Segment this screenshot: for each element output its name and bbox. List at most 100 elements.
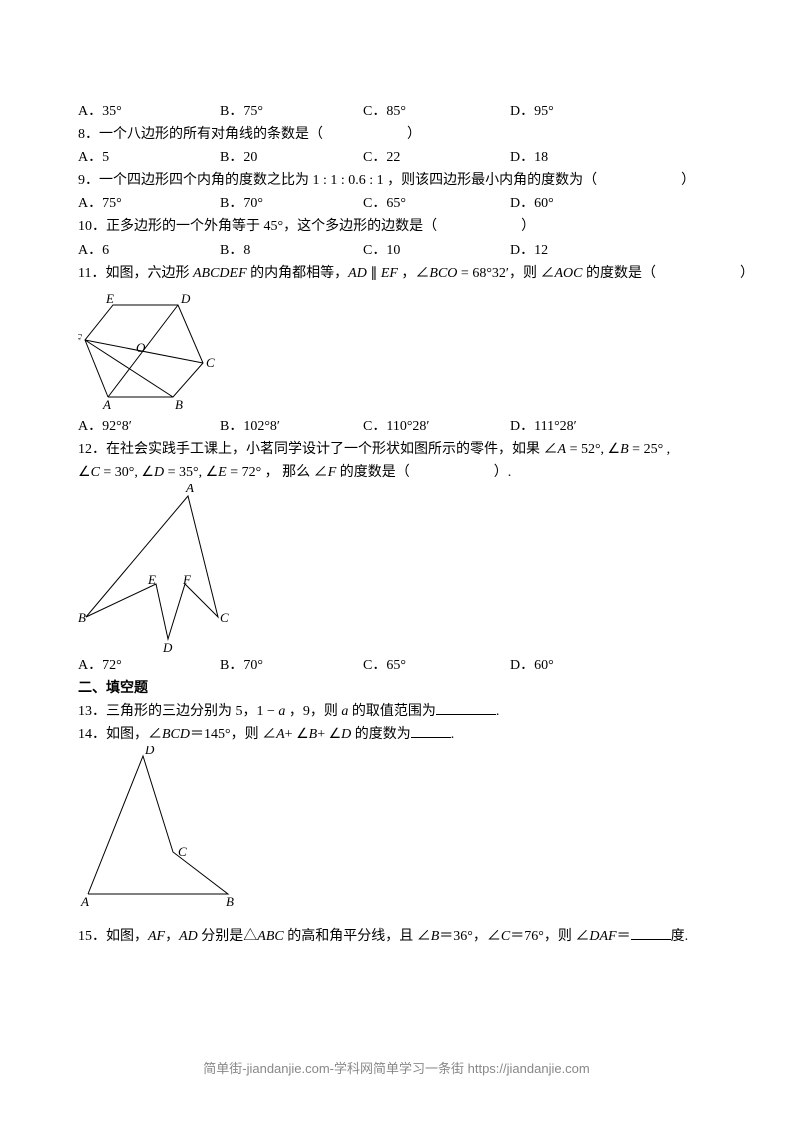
svg-text:A: A	[80, 894, 89, 909]
q12-eqa: = 52°, ∠	[566, 442, 620, 457]
q12-opt-b: B．70°	[220, 654, 363, 677]
svg-text:A: A	[185, 484, 194, 495]
q14-figure: A B C D	[78, 746, 243, 911]
q11-eq1: = 68°32′，则 ∠	[457, 266, 554, 281]
q10-options: A．6 B．8 C．10 D．12	[78, 239, 715, 262]
q12-opt-c: C．65°	[363, 654, 510, 677]
q11-pre: 11．如图，六边形	[78, 266, 193, 281]
q12-eqd: = 35°, ∠	[164, 465, 218, 480]
q12-eqe: = 72° ， 那么 ∠	[227, 465, 328, 480]
q12-D: D	[154, 465, 164, 480]
svg-text:F: F	[182, 572, 192, 587]
q10-opt-d: D．12	[510, 239, 660, 262]
q14-B: B	[309, 727, 318, 742]
q11-ad: AD	[348, 266, 367, 281]
q12-eqb: = 25° ,	[629, 442, 671, 457]
q11-opt-c: C．110°28′	[363, 415, 510, 438]
svg-text:C: C	[178, 844, 187, 859]
q10-stem: 10．正多边形的一个外角等于 45°，这个多边形的边数是（ ）	[78, 215, 715, 238]
q11-mid1: 的内角都相等，	[247, 266, 349, 281]
svg-text:D: D	[144, 746, 155, 757]
q11-par: ∥	[367, 266, 381, 281]
q11-stem: 11．如图，六边形 ABCDEF 的内角都相等，AD ∥ EF ，∠BCO = …	[78, 262, 715, 285]
q15-af: AF	[148, 929, 165, 944]
q12-F: F	[328, 465, 337, 480]
q11-abcdef: ABCDEF	[193, 266, 247, 281]
q9-stem: 9．一个四边形四个内角的度数之比为 1 : 1 : 0.6 : 1 ，则该四边形…	[78, 169, 715, 192]
q15-blank[interactable]	[631, 925, 671, 940]
q15-daf: DAF	[589, 929, 616, 944]
q15-post: 度.	[671, 929, 689, 944]
svg-text:B: B	[226, 894, 234, 909]
q13-mid: ，9，则	[285, 704, 341, 719]
q9-options: A．75° B．70° C．65° D．60°	[78, 192, 715, 215]
q7-opt-c: C．85°	[363, 100, 510, 123]
q12-E: E	[218, 465, 227, 480]
section2-title: 二、填空题	[78, 677, 715, 700]
q12-eqc: = 30°, ∠	[100, 465, 154, 480]
q14-blank[interactable]	[411, 723, 451, 738]
q15-mid1: 分别是△	[198, 929, 258, 944]
q15-abc: ABC	[257, 929, 283, 944]
q11-options: A．92°8′ B．102°8′ C．110°28′ D．111°28′	[78, 415, 715, 438]
q14-D: D	[341, 727, 351, 742]
q12-B: B	[620, 442, 629, 457]
svg-text:C: C	[206, 355, 215, 370]
q12-opt-a: A．72°	[78, 654, 220, 677]
q15-stem: 15．如图，AF，AD 分别是△ABC 的高和角平分线，且 ∠B＝36°，∠C＝…	[78, 925, 715, 948]
q13-blank[interactable]	[436, 700, 496, 715]
q11-ef: EF	[381, 266, 398, 281]
q9-opt-c: C．65°	[363, 192, 510, 215]
q13-stem: 13．三角形的三边分别为 5，1 − a ，9，则 a 的取值范围为.	[78, 700, 715, 723]
spacer	[78, 911, 715, 925]
q14-post: 的度数为	[351, 727, 411, 742]
svg-text:E: E	[147, 572, 156, 587]
svg-text:B: B	[78, 610, 86, 625]
q9-opt-b: B．70°	[220, 192, 363, 215]
q11-mid3: 的度数是（ ）	[582, 266, 754, 281]
q9-opt-d: D．60°	[510, 192, 660, 215]
q14-mid: ＝145°，则 ∠	[190, 727, 276, 742]
q14-A: A	[276, 727, 285, 742]
q12-figure: BACEDF	[78, 484, 243, 654]
svg-text:A: A	[102, 397, 111, 412]
q10-opt-b: B．8	[220, 239, 363, 262]
q12-l2pre: ∠	[78, 465, 91, 480]
q15-C: C	[501, 929, 510, 944]
q11-bco: BCO	[429, 266, 457, 281]
q10-opt-a: A．6	[78, 239, 220, 262]
q7-options: A．35° B．75° C．85° D．95°	[78, 100, 715, 123]
q15-mid2: 的高和角平分线，且 ∠	[284, 929, 431, 944]
q12-mid: 的度数是（ ）.	[336, 465, 511, 480]
q11-opt-a: A．92°8′	[78, 415, 220, 438]
q12-opt-d: D．60°	[510, 654, 660, 677]
q10-opt-c: C．10	[363, 239, 510, 262]
q8-opt-c: C．22	[363, 146, 510, 169]
q11-opt-d: D．111°28′	[510, 415, 660, 438]
page: A．35° B．75° C．85° D．95° 8．一个八边形的所有对角线的条数…	[0, 0, 793, 949]
q7-opt-b: B．75°	[220, 100, 363, 123]
q11-aoc: AOC	[554, 266, 582, 281]
svg-text:D: D	[180, 291, 191, 306]
svg-text:O: O	[136, 340, 146, 355]
q8-options: A．5 B．20 C．22 D．18	[78, 146, 715, 169]
q15-eq: ＝	[617, 929, 631, 944]
footer-text: 简单街-jiandanjie.com-学科网简单学习一条街 https://ji…	[0, 1058, 793, 1077]
q14-p1: + ∠	[285, 727, 309, 742]
q12-pre: 12．在社会实践手工课上，小茗同学设计了一个形状如图所示的零件，如果 ∠	[78, 442, 558, 457]
q9-opt-a: A．75°	[78, 192, 220, 215]
q11-mid2: ，∠	[398, 266, 430, 281]
q14-bcd: BCD	[162, 727, 190, 742]
q15-ad: AD	[179, 929, 198, 944]
q14-stem: 14．如图，∠BCD＝145°，则 ∠A+ ∠B+ ∠D 的度数为.	[78, 723, 715, 746]
q11-opt-b: B．102°8′	[220, 415, 363, 438]
q14-end: .	[451, 727, 455, 742]
q13-end: .	[496, 704, 500, 719]
svg-text:B: B	[175, 397, 183, 412]
q15-pre: 15．如图，	[78, 929, 148, 944]
q12-stem2: ∠C = 30°, ∠D = 35°, ∠E = 72° ， 那么 ∠F 的度数…	[78, 461, 715, 484]
svg-text:F: F	[78, 331, 83, 346]
svg-text:D: D	[162, 640, 173, 654]
q15-eqb: ＝36°，∠	[439, 929, 501, 944]
q12-A: A	[558, 442, 567, 457]
